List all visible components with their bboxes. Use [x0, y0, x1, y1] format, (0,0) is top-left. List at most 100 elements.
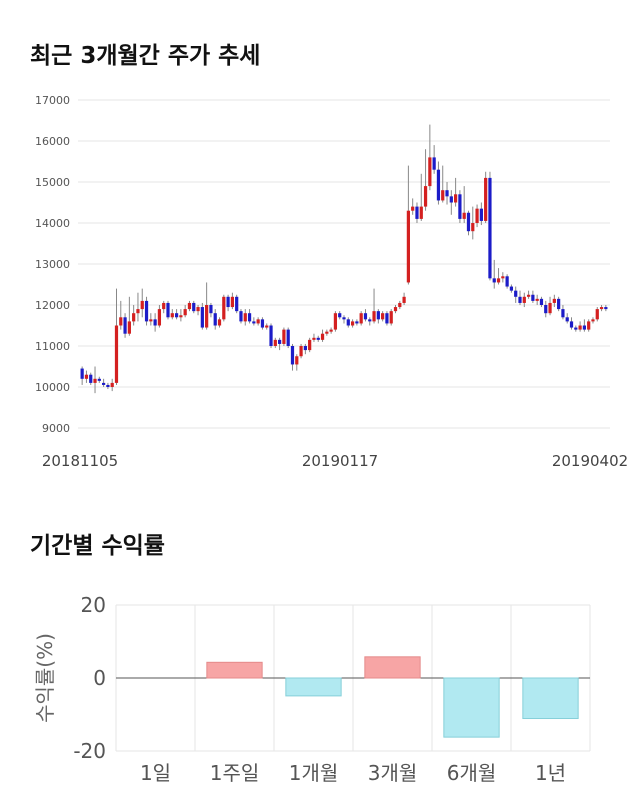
candle-body — [475, 208, 479, 223]
candle-body — [488, 177, 492, 279]
candle-body — [239, 311, 243, 322]
candle-body — [509, 286, 514, 291]
candle-body — [428, 157, 432, 187]
candle-body — [269, 325, 273, 346]
candle-body — [320, 333, 325, 340]
candle-body — [436, 169, 441, 201]
candle-body — [471, 223, 475, 232]
candle-body — [230, 296, 234, 308]
candle-body — [462, 212, 466, 219]
candle-x-tick-label: 20181105 — [42, 452, 118, 470]
candle-body — [419, 206, 423, 219]
candle-body — [338, 313, 342, 318]
candle-y-ticks: 9000 10000 11000 12000 13000 14000 15000 16000 1… — [35, 94, 70, 435]
candle-body — [441, 190, 445, 201]
candle-body — [80, 368, 84, 379]
candle-body — [149, 319, 153, 322]
candle-body — [235, 296, 239, 312]
candle-body — [260, 319, 265, 328]
candle-body — [544, 305, 548, 314]
y-axis-label: 수익률(%) — [33, 633, 57, 723]
candle-body — [265, 325, 269, 328]
candle-body — [539, 298, 544, 305]
bar-x-tick-label: 1일 — [140, 761, 171, 785]
candle-body — [213, 313, 217, 326]
candle-body — [278, 339, 282, 344]
candle-body — [273, 339, 277, 346]
bar-x-tick-label: 1주일 — [210, 761, 260, 785]
candle-body — [587, 321, 591, 330]
candle-body — [604, 307, 608, 310]
candle-body — [110, 382, 114, 387]
candle-body — [445, 190, 449, 197]
candle-body — [578, 325, 582, 330]
candle-body — [514, 290, 518, 297]
candle-body — [157, 309, 162, 326]
candle-body — [222, 296, 226, 320]
candle-body — [316, 337, 320, 340]
candle-body — [312, 337, 316, 340]
candle-x-ticks: 20181105 20190117 20190402 — [42, 452, 628, 470]
candle-x-tick-label: 20190402 — [552, 452, 628, 470]
candle-body — [569, 321, 574, 328]
candle-body — [329, 329, 333, 332]
candle-body — [398, 302, 402, 308]
candle-body — [136, 309, 140, 314]
candle-body — [119, 317, 123, 326]
candle-body — [526, 294, 531, 297]
candle-y-tick-label: 14000 — [35, 217, 70, 230]
candle-body — [389, 311, 393, 324]
candle-body — [415, 206, 419, 219]
candle-body — [505, 276, 509, 287]
candle-body — [299, 346, 303, 357]
candle-body — [153, 319, 157, 326]
candle-body — [179, 315, 183, 318]
candle-body — [93, 378, 97, 383]
candle-body — [591, 319, 595, 322]
candle-y-tick-label: 10000 — [35, 381, 70, 394]
candle-body — [393, 307, 398, 312]
bar-grid — [115, 604, 591, 752]
candle-y-tick-label: 15000 — [35, 176, 70, 189]
candle-body — [423, 186, 428, 207]
candle-body — [89, 374, 93, 383]
candle-body — [432, 157, 436, 170]
candle-body — [106, 384, 110, 387]
candle-body — [458, 194, 462, 219]
bar-x-ticks: 1일 1주일 1개월 3개월 6개월 1년 — [140, 761, 566, 785]
candle-body — [209, 305, 213, 314]
candles — [80, 124, 608, 394]
candle-body — [187, 302, 192, 310]
candle-body — [226, 296, 230, 308]
candle-body — [552, 298, 556, 303]
candle-body — [256, 319, 260, 324]
candle-body — [166, 302, 170, 318]
candle-body — [372, 311, 376, 322]
candle-body — [174, 313, 179, 318]
candle-body — [114, 325, 119, 383]
candle-body — [535, 298, 539, 301]
candle-body — [595, 309, 599, 320]
bar-x-tick-label: 6개월 — [447, 761, 497, 785]
candle-body — [132, 313, 136, 322]
candle-body — [449, 196, 453, 203]
candle-body — [561, 309, 565, 318]
candle-body — [200, 307, 204, 328]
candle-body — [531, 294, 535, 301]
return-bar — [522, 677, 579, 720]
candle-body — [243, 313, 247, 322]
candle-x-tick-label: 20190117 — [302, 452, 378, 470]
candle-body — [140, 300, 144, 310]
candle-body — [295, 356, 299, 365]
candle-body — [359, 313, 363, 324]
bar-x-tick-label: 3개월 — [368, 761, 418, 785]
candle-body — [97, 378, 101, 381]
candlestick-chart: 9000 10000 11000 12000 13000 14000 15000 16000 1… — [35, 94, 628, 470]
candle-body — [217, 319, 222, 326]
candle-y-tick-label: 12000 — [35, 299, 70, 312]
candle-body — [402, 296, 406, 303]
bar-x-tick-label: 1년 — [535, 761, 566, 785]
candle-body — [350, 321, 355, 326]
candle-body — [333, 313, 338, 330]
